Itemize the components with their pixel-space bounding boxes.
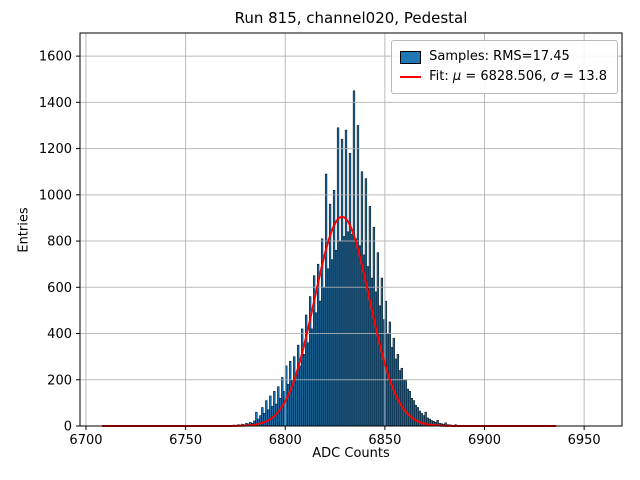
- histogram-bar: [315, 312, 318, 427]
- histogram-bar: [392, 337, 395, 427]
- y-tick-label: 200: [47, 373, 72, 388]
- histogram-bar: [299, 365, 302, 427]
- histogram-bar: [352, 90, 356, 427]
- histogram-bar: [416, 407, 419, 427]
- histogram-bar: [334, 250, 338, 427]
- mu-symbol: μ: [452, 69, 462, 84]
- histogram-bar: [277, 386, 280, 427]
- x-tick-label: 6750: [169, 433, 202, 448]
- histogram-bar: [406, 388, 409, 427]
- histogram-bar: [418, 410, 421, 427]
- x-axis-label: ADC Counts: [312, 446, 390, 461]
- histogram-bar: [318, 300, 322, 427]
- histogram-bar: [350, 233, 354, 427]
- histogram-bar: [374, 291, 378, 427]
- chart-title: Run 815, channel020, Pedestal: [234, 9, 468, 27]
- axes-spines: [79, 32, 623, 427]
- histogram-bar: [414, 404, 417, 427]
- y-tick-label: 800: [47, 235, 72, 250]
- legend: Samples: RMS=17.45 Fit: μ = 6828.506, σ …: [391, 40, 618, 94]
- histogram-bar: [372, 226, 376, 427]
- fit-line-swatch-icon: [400, 76, 422, 78]
- histogram-bar: [398, 370, 401, 427]
- x-tick-label: 6700: [69, 433, 102, 448]
- histogram-bar: [322, 287, 326, 427]
- histogram-bar: [330, 259, 334, 427]
- histogram-bar: [408, 391, 411, 427]
- y-axis-label: Entries: [16, 207, 32, 253]
- x-tick-label: 6900: [468, 433, 501, 448]
- legend-item-samples: Samples: RMS=17.45: [400, 47, 607, 67]
- histogram-bar: [336, 127, 340, 427]
- histogram-bar: [368, 206, 372, 427]
- histogram-bar: [293, 356, 296, 427]
- histogram-bar: [402, 379, 405, 427]
- histogram-bar: [324, 173, 328, 427]
- histogram-bar: [279, 398, 282, 427]
- histogram-bar: [287, 384, 290, 427]
- histogram-bar: [358, 245, 362, 427]
- histogram-bar: [348, 152, 352, 427]
- x-tick-label: 6950: [568, 433, 601, 448]
- histogram-bar: [354, 238, 358, 427]
- histogram-bar: [326, 268, 330, 427]
- x-tick-label: 6800: [269, 433, 302, 448]
- y-tick-label: 400: [47, 327, 72, 342]
- histogram-bar: [410, 398, 413, 427]
- histogram-bar: [340, 139, 344, 427]
- samples-swatch-icon: [400, 50, 422, 64]
- histogram-bar: [412, 400, 415, 427]
- histogram-bar: [344, 129, 348, 427]
- histogram-bar: [360, 171, 364, 427]
- histogram-bar: [307, 342, 310, 427]
- histogram-bar: [370, 277, 374, 427]
- y-tick-label: 1600: [39, 50, 72, 65]
- y-tick-label: 600: [47, 281, 72, 296]
- y-tick-label: 1200: [39, 142, 72, 157]
- legend-fit-label: Fit: μ = 6828.506, σ = 13.8: [429, 69, 607, 84]
- histogram-bar: [303, 354, 306, 427]
- y-tick-label: 0: [64, 420, 72, 435]
- histogram-bar: [396, 354, 399, 427]
- histogram-bar: [342, 236, 346, 427]
- y-tick-label: 1000: [39, 188, 72, 203]
- histogram-bar: [295, 374, 298, 427]
- histogram-bar: [281, 377, 284, 427]
- histogram-bar: [356, 125, 360, 427]
- legend-samples-label: Samples: RMS=17.45: [429, 49, 570, 64]
- histogram-bar: [263, 413, 266, 427]
- histogram-bar: [269, 395, 272, 427]
- sigma-symbol: σ: [550, 69, 559, 84]
- histogram-bar: [400, 367, 403, 427]
- histogram-bar: [346, 231, 350, 427]
- histogram-bar: [364, 178, 368, 427]
- histogram-bar: [404, 379, 407, 427]
- histogram-bar: [301, 328, 304, 427]
- histogram-bar: [297, 344, 300, 427]
- legend-item-fit: Fit: μ = 6828.506, σ = 13.8: [400, 67, 607, 87]
- histogram-bar: [388, 321, 391, 427]
- histogram-bar: [378, 305, 382, 427]
- histogram-bar: [273, 391, 276, 427]
- x-tick-label: 6850: [368, 433, 401, 448]
- histogram-bar: [267, 409, 270, 427]
- histogram-bar: [311, 328, 314, 427]
- y-tick-label: 1400: [39, 96, 72, 111]
